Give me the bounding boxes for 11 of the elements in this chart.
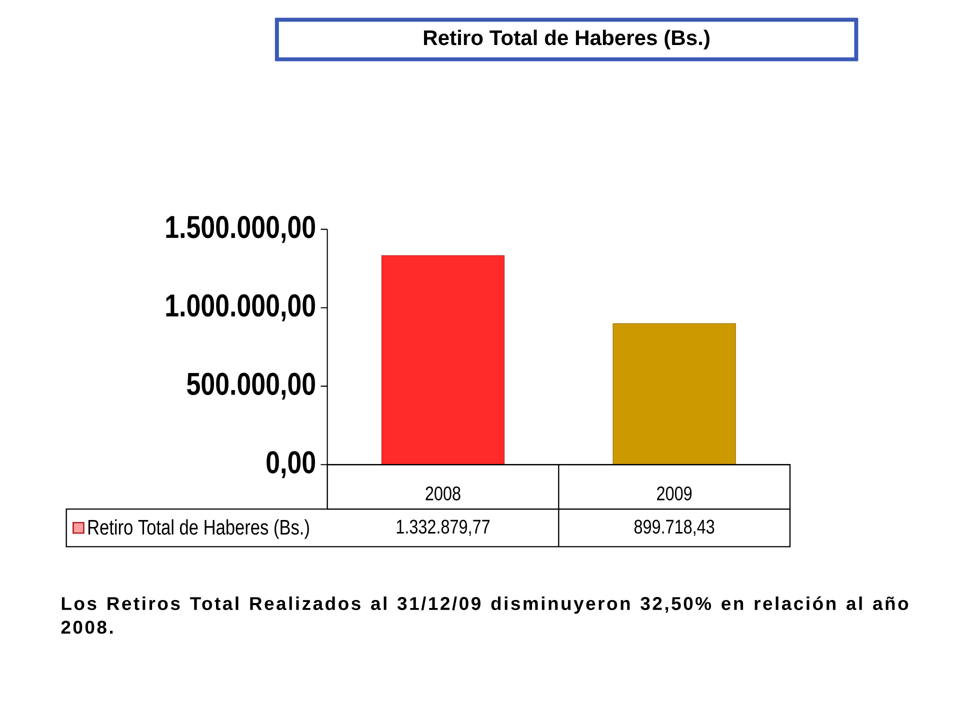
y-tick-label: 1.000.000,00	[166, 294, 315, 322]
data-label: 1.332.879,77	[396, 520, 490, 536]
y-tick-label: 0,00	[266, 451, 316, 478]
chart-title: Retiro Total de Haberes (Bs.)	[424, 30, 710, 50]
x-tick-label: 2008	[426, 486, 460, 501]
legend-label: Retiro Total de Haberes (Bs.)	[88, 519, 309, 540]
x-tick-label: 2009	[657, 486, 692, 501]
text: Los Retiros Total Realizados al 31/12/09 disminuyeron 32,50% en relación al año 2008.	[61, 596, 908, 634]
y-tick-label: 500.000,00	[187, 372, 315, 400]
data-label: 899.718,43	[634, 520, 714, 536]
y-tick-label: 1.500.000,00	[166, 216, 315, 243]
